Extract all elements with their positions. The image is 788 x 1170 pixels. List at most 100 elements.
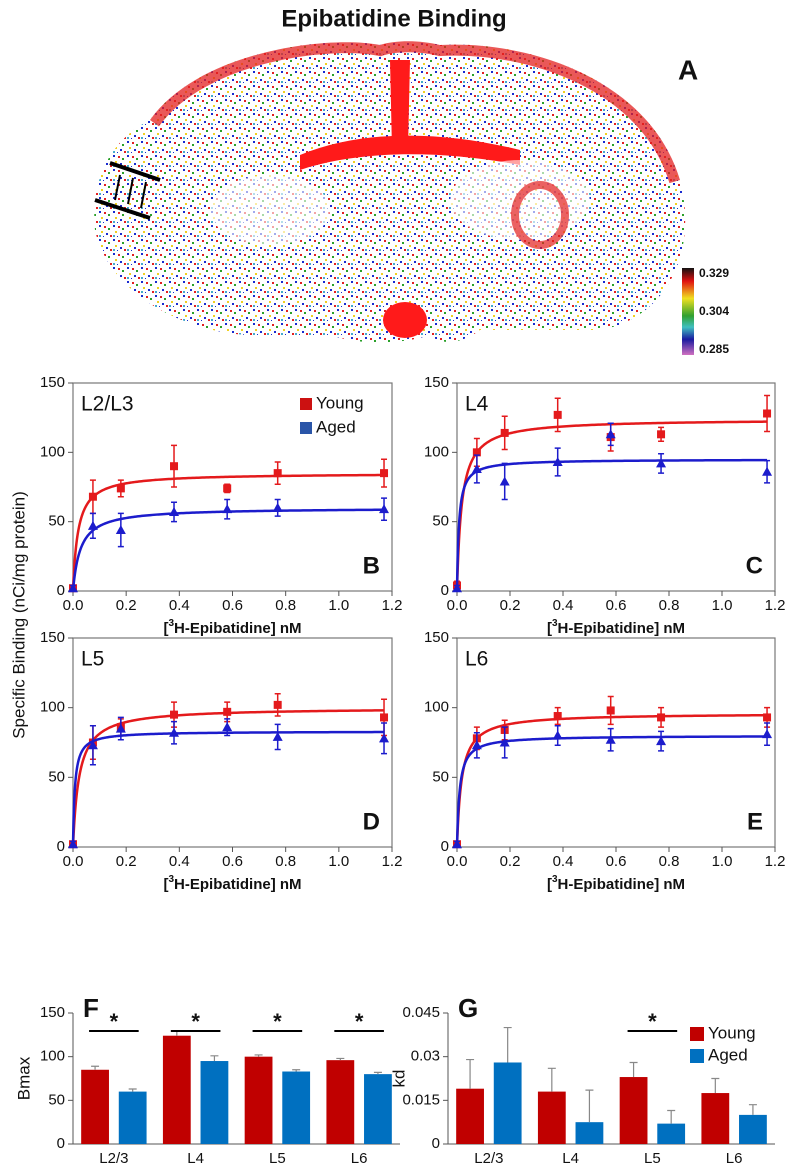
x-tick-label: L4: [562, 1150, 579, 1167]
point: [272, 502, 283, 512]
point: [656, 458, 667, 468]
x-tick-label: 1.2: [382, 597, 403, 614]
bar: [326, 1060, 355, 1144]
x-tick-label: 1.0: [328, 853, 349, 870]
x-axis-label-part: 3: [552, 618, 558, 629]
bar: [739, 1114, 767, 1144]
point: [87, 520, 98, 530]
x-axis-label: [3H-Epibatidine] nM: [163, 618, 301, 637]
x-axis-label-part: [: [163, 620, 168, 637]
error-bar: [629, 1061, 638, 1078]
legend-label: Young: [708, 1023, 756, 1042]
y-tick-label: 50: [432, 768, 449, 785]
bar: [364, 1074, 392, 1144]
fit-curve: [71, 473, 385, 592]
error-bar: [336, 1057, 345, 1061]
point: [87, 740, 98, 750]
bar: [657, 1123, 686, 1144]
fit-curve: [455, 458, 768, 592]
point: [115, 723, 126, 733]
y-tick-label: 0.045: [402, 1004, 440, 1021]
x-tick-label: 1.0: [712, 597, 733, 614]
error-bar: [748, 1104, 757, 1115]
x-tick-label: 0.4: [553, 853, 574, 870]
bar: [200, 1061, 229, 1144]
x-axis-label-part: H-Epibatidine] nM: [558, 620, 686, 637]
point: [170, 710, 179, 719]
fit-curve: [71, 508, 385, 592]
x-tick-label: 0.4: [553, 597, 574, 614]
fit-curve: [455, 420, 768, 592]
x-tick-label: L5: [269, 1150, 286, 1167]
x-axis-label-part: H-Epibatidine] nM: [558, 876, 686, 893]
x-tick-label: 1.2: [765, 597, 786, 614]
y-axis-label: Bmax: [14, 1056, 33, 1100]
point: [605, 429, 616, 439]
x-axis-label-part: [: [547, 876, 552, 893]
bar: [493, 1062, 522, 1144]
fit-curve: [455, 735, 768, 848]
panel-letter: A: [678, 54, 698, 85]
bar: [81, 1069, 109, 1144]
y-tick-label: 100: [424, 699, 449, 716]
bar: [282, 1071, 311, 1144]
x-tick-label: 0.2: [116, 853, 137, 870]
point: [68, 583, 78, 593]
y-tick-label: 0: [432, 1135, 440, 1152]
bar: [701, 1093, 730, 1144]
point: [471, 463, 482, 473]
panel-label: L6: [465, 648, 488, 671]
point: [170, 462, 179, 471]
significance-mark: *: [355, 1009, 364, 1034]
point: [379, 504, 390, 514]
error-bar: [292, 1069, 301, 1072]
legend-swatch: [690, 1027, 704, 1041]
point: [223, 707, 232, 716]
panel-label: L4: [465, 393, 489, 416]
point: [552, 730, 563, 740]
x-tick-label: L4: [187, 1150, 204, 1167]
point: [656, 736, 667, 746]
y-tick-label: 100: [40, 443, 65, 460]
point: [763, 713, 772, 722]
error-bar: [585, 1089, 594, 1123]
panel-label: L2/L3: [81, 393, 134, 416]
point: [452, 583, 462, 593]
y-tick-label: 100: [40, 699, 65, 716]
y-tick-label: 0: [57, 838, 65, 855]
y-tick-label: 0: [57, 582, 65, 599]
point: [471, 740, 482, 750]
panel-label: L5: [81, 648, 104, 671]
x-tick-label: 0.2: [116, 597, 137, 614]
error-bar: [503, 1026, 512, 1063]
x-tick-label: 1.2: [765, 853, 786, 870]
point: [500, 428, 509, 437]
error-bar: [373, 1071, 382, 1075]
panel-letter: E: [747, 808, 763, 835]
point: [379, 733, 390, 743]
x-tick-label: 0.2: [500, 853, 521, 870]
point: [452, 839, 462, 849]
point: [169, 727, 180, 737]
bar: [537, 1091, 566, 1144]
y-tick-label: 150: [40, 629, 65, 646]
y-tick-label: 50: [48, 1091, 65, 1108]
x-tick-label: 0.0: [63, 597, 84, 614]
fit-curve: [71, 730, 385, 848]
x-tick-label: 0.0: [447, 597, 468, 614]
panel-letter: B: [363, 552, 380, 579]
point: [169, 506, 180, 516]
point: [380, 713, 389, 722]
x-tick-label: 1.2: [382, 853, 403, 870]
error-bar: [254, 1054, 263, 1057]
y-tick-label: 150: [40, 1004, 65, 1021]
bar: [244, 1056, 273, 1144]
scale-label: 0.304: [699, 304, 729, 318]
bar: [575, 1122, 604, 1144]
x-axis-label-part: 3: [552, 874, 558, 885]
x-axis-label: [3H-Epibatidine] nM: [547, 874, 685, 893]
x-tick-label: 0.4: [169, 597, 190, 614]
x-tick-label: 0.0: [447, 853, 468, 870]
bar: [619, 1077, 648, 1144]
